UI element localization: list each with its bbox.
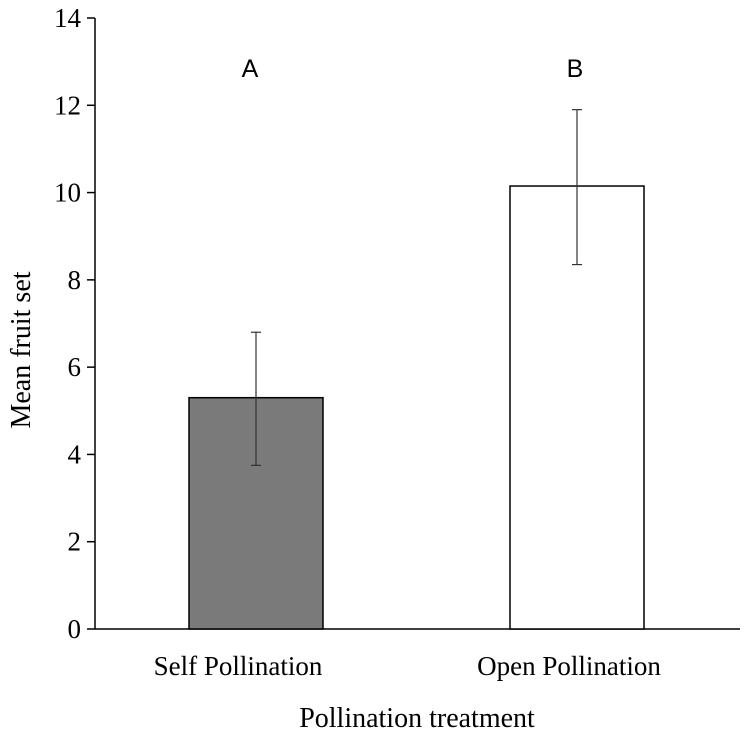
y-tick-label: 6 <box>68 352 82 382</box>
x-axis-title: Pollination treatment <box>299 703 535 734</box>
significance-letter: B <box>567 55 584 83</box>
category-labels: Self Pollination Open Pollination <box>154 651 662 681</box>
category-label: Self Pollination <box>154 651 323 681</box>
y-tick-label: 0 <box>68 614 82 644</box>
y-ticks: 0 2 4 6 8 10 12 14 <box>54 3 95 644</box>
significance-letter: A <box>242 55 259 83</box>
y-tick-label: 2 <box>68 527 82 557</box>
y-tick-label: 8 <box>68 265 82 295</box>
y-tick-label: 12 <box>54 90 81 120</box>
y-axis-title: Mean fruit set <box>6 271 37 428</box>
y-axis: 0 2 4 6 8 10 12 14 <box>54 3 96 644</box>
y-tick-label: 14 <box>54 3 82 33</box>
error-bars <box>251 109 582 466</box>
category-label: Open Pollination <box>477 651 661 681</box>
y-tick-label: 10 <box>54 178 81 208</box>
bars <box>188 185 645 630</box>
y-tick-label: 4 <box>68 439 82 469</box>
